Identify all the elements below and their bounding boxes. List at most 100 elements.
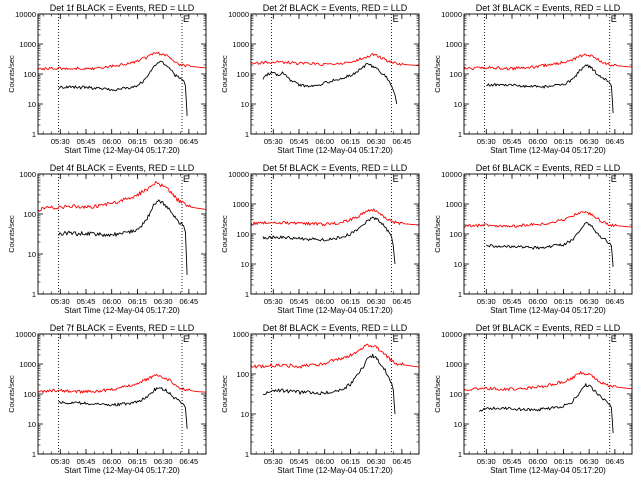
y-tick-label: 10000 [441, 330, 462, 339]
series-line-events [262, 216, 396, 265]
x-axis-label: Start Time (12-May-04 05:17:20) [490, 146, 606, 155]
x-tick-label: 05:30 [477, 297, 496, 306]
y-tick-label: 100 [23, 210, 36, 219]
x-axis-label: Start Time (12-May-04 05:17:20) [64, 146, 180, 155]
y-tick-label: 1000 [19, 170, 36, 179]
series-line-lld [250, 53, 419, 67]
series-line-events [479, 383, 614, 434]
y-tick-label: 100 [236, 70, 249, 79]
x-tick-label: 05:45 [290, 297, 309, 306]
y-tick-label: 10000 [228, 10, 249, 19]
y-tick-label: 1 [32, 130, 36, 139]
series-line-lld [250, 208, 420, 227]
x-tick-label: 06:30 [154, 137, 173, 146]
plot-frame [463, 173, 633, 295]
marker-label: E [183, 14, 189, 24]
y-tick-label: 100 [23, 70, 36, 79]
chart-panel-5: Det 5f BLACK = Events, RED = LLD 1 10 100 10… [220, 163, 420, 315]
x-tick-label: 06:45 [179, 297, 198, 306]
chart-title: Det 7f BLACK = Events, RED = LLD [50, 323, 195, 333]
series-line-lld [37, 180, 207, 212]
x-axis-label: Start Time (12-May-04 05:17:20) [277, 306, 393, 315]
x-axis-label: Start Time (12-May-04 05:17:20) [490, 466, 606, 475]
x-tick-label: 05:45 [503, 137, 522, 146]
plot-frame [250, 333, 420, 455]
x-tick-label: 06:00 [102, 457, 121, 466]
plot-frame [37, 173, 207, 295]
x-tick-label: 05:30 [477, 137, 496, 146]
chart-panel-1: Det 1f BLACK = Events, RED = LLD 1 10 100 10… [7, 3, 207, 155]
y-tick-label: 100 [236, 370, 249, 379]
marker-label: E [393, 14, 399, 24]
y-axis-label: Counts/sec [433, 55, 442, 93]
x-tick-label: 06:45 [605, 457, 624, 466]
series-line-lld [463, 211, 633, 228]
plot-frame [463, 333, 633, 455]
y-tick-label: 100 [449, 70, 462, 79]
y-tick-label: 1 [245, 130, 249, 139]
y-tick-label: 10 [28, 100, 36, 109]
chart-title: Det 8f BLACK = Events, RED = LLD [263, 323, 408, 333]
x-tick-label: 06:00 [102, 137, 121, 146]
series-line-events [485, 221, 614, 267]
y-tick-label: 1 [245, 450, 249, 459]
x-tick-label: 06:00 [528, 137, 547, 146]
x-axis-label: Start Time (12-May-04 05:17:20) [490, 306, 606, 315]
x-tick-label: 06:45 [179, 137, 198, 146]
plot-frame [250, 173, 420, 295]
y-tick-label: 10 [454, 100, 462, 109]
x-tick-label: 06:00 [102, 297, 121, 306]
y-tick-label: 10 [28, 250, 36, 259]
x-tick-label: 06:15 [554, 297, 573, 306]
y-tick-label: 1 [458, 290, 462, 299]
series-line-events [262, 353, 396, 415]
x-tick-label: 06:45 [179, 457, 198, 466]
chart-title: Det 2f BLACK = Events, RED = LLD [263, 3, 408, 13]
y-tick-label: 10 [241, 100, 249, 109]
x-tick-label: 06:00 [315, 457, 334, 466]
plot-frame [37, 333, 207, 455]
x-tick-label: 06:15 [128, 297, 147, 306]
x-tick-label: 05:45 [77, 457, 96, 466]
x-tick-label: 06:15 [341, 457, 360, 466]
y-axis-label: Counts/sec [220, 55, 229, 93]
y-tick-label: 1000 [445, 40, 462, 49]
marker-label: E [393, 334, 399, 344]
x-tick-label: 06:45 [392, 457, 411, 466]
y-tick-label: 1000 [19, 40, 36, 49]
x-tick-label: 05:45 [290, 137, 309, 146]
x-axis-label: Start Time (12-May-04 05:17:20) [64, 466, 180, 475]
x-tick-label: 06:45 [392, 137, 411, 146]
series-line-events [486, 64, 614, 114]
x-tick-label: 05:30 [264, 457, 283, 466]
y-axis-label: Counts/sec [220, 375, 229, 413]
y-tick-label: 100 [23, 390, 36, 399]
x-tick-label: 05:30 [264, 137, 283, 146]
x-tick-label: 06:30 [580, 137, 599, 146]
x-tick-label: 06:45 [392, 297, 411, 306]
x-tick-label: 05:30 [264, 297, 283, 306]
x-tick-label: 05:45 [77, 137, 96, 146]
marker-label: E [183, 174, 189, 184]
y-tick-label: 1000 [232, 40, 249, 49]
chart-panel-9: Det 9f BLACK = Events, RED = LLD 1 10 100 10… [433, 323, 633, 475]
marker-label: E [611, 334, 617, 344]
y-tick-label: 10 [454, 420, 462, 429]
marker-label: E [183, 334, 189, 344]
x-tick-label: 06:00 [528, 457, 547, 466]
chart-title: Det 3f BLACK = Events, RED = LLD [476, 3, 621, 13]
x-tick-label: 06:30 [580, 457, 599, 466]
x-tick-label: 06:30 [154, 457, 173, 466]
y-tick-label: 1000 [232, 200, 249, 209]
x-tick-label: 06:15 [341, 137, 360, 146]
x-tick-label: 06:30 [154, 297, 173, 306]
x-tick-label: 05:30 [51, 457, 70, 466]
chart-title: Det 5f BLACK = Events, RED = LLD [263, 163, 408, 173]
x-axis-label: Start Time (12-May-04 05:17:20) [64, 306, 180, 315]
x-tick-label: 06:15 [554, 457, 573, 466]
plot-frame [463, 13, 633, 135]
x-tick-label: 05:45 [503, 297, 522, 306]
chart-panel-4: Det 4f BLACK = Events, RED = LLD 1 10 100 10… [7, 163, 207, 315]
x-tick-label: 05:45 [290, 457, 309, 466]
